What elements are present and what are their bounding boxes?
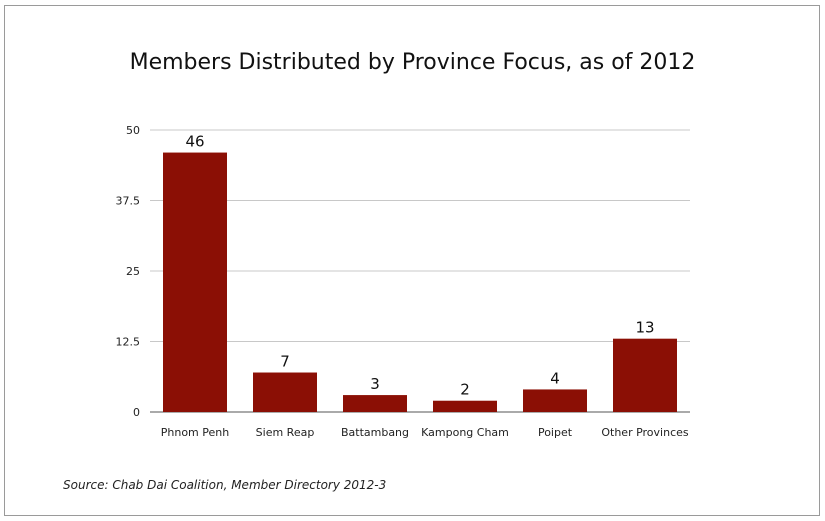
y-tick-label: 50 — [126, 124, 140, 137]
grid-lines — [150, 129, 690, 413]
y-tick-label: 12.5 — [116, 336, 141, 349]
x-axis-ticks: Phnom Penh Siem Reap Battambang Kampong Cha… — [161, 426, 689, 439]
source-note: Source: Chab Dai Coalition, Member Direc… — [63, 478, 387, 492]
y-tick-label: 37.5 — [116, 195, 141, 208]
data-label: 7 — [280, 353, 290, 371]
data-label: 3 — [370, 375, 380, 393]
bars — [163, 152, 677, 412]
x-tick-label: Other Provinces — [601, 426, 689, 439]
x-tick-label: Siem Reap — [256, 426, 315, 439]
bar — [343, 395, 407, 412]
data-label: 46 — [185, 133, 204, 151]
slide-frame — [4, 5, 820, 516]
x-tick-label: Poipet — [538, 426, 573, 439]
x-tick-label: Kampong Cham — [421, 426, 509, 439]
bar — [613, 338, 677, 412]
chart-title: Members Distributed by Province Focus, a… — [129, 50, 696, 75]
y-axis-ticks: 0 12.5 25 37.5 50 — [116, 124, 141, 419]
data-label: 4 — [550, 369, 560, 387]
bar — [253, 372, 317, 412]
data-labels: 46 7 3 2 4 13 — [185, 133, 654, 399]
x-tick-label: Phnom Penh — [161, 426, 229, 439]
bar — [523, 389, 587, 412]
data-label: 2 — [460, 381, 470, 399]
y-tick-label: 25 — [126, 265, 140, 278]
data-label: 13 — [635, 319, 654, 337]
x-tick-label: Battambang — [341, 426, 409, 439]
y-tick-label: 0 — [133, 406, 140, 419]
bar — [163, 152, 227, 412]
bar — [433, 400, 497, 412]
